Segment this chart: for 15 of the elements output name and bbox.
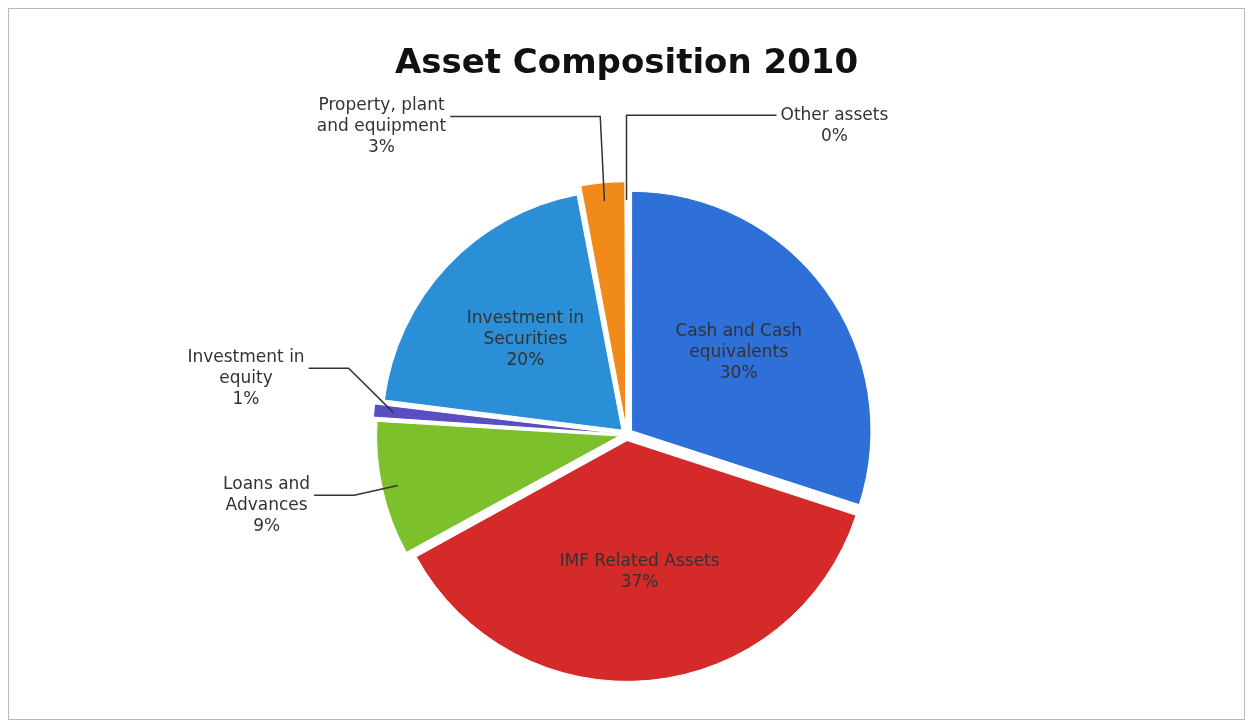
data-label: 30% xyxy=(719,362,758,383)
text: 0% xyxy=(820,124,848,145)
data-label: 1% xyxy=(232,388,260,409)
slice-label: Property, plant and equipment xyxy=(316,94,447,136)
slice-label: Cash and Cash equivalents xyxy=(675,320,803,362)
chart-title: Asset Composition 2010 xyxy=(394,41,859,82)
slice-label: Loans and Advances xyxy=(223,473,311,515)
data-label: 37% xyxy=(620,571,659,592)
data-label: 9% xyxy=(253,515,281,536)
slice-label: Investment in Securities xyxy=(466,306,585,348)
data-label: 20% xyxy=(506,348,545,369)
slice-label: IMF Related Assets xyxy=(559,550,720,571)
data-label: 3% xyxy=(368,136,396,157)
category-label: Other assets xyxy=(780,103,889,124)
slice-label: Investment in equity xyxy=(187,346,305,388)
